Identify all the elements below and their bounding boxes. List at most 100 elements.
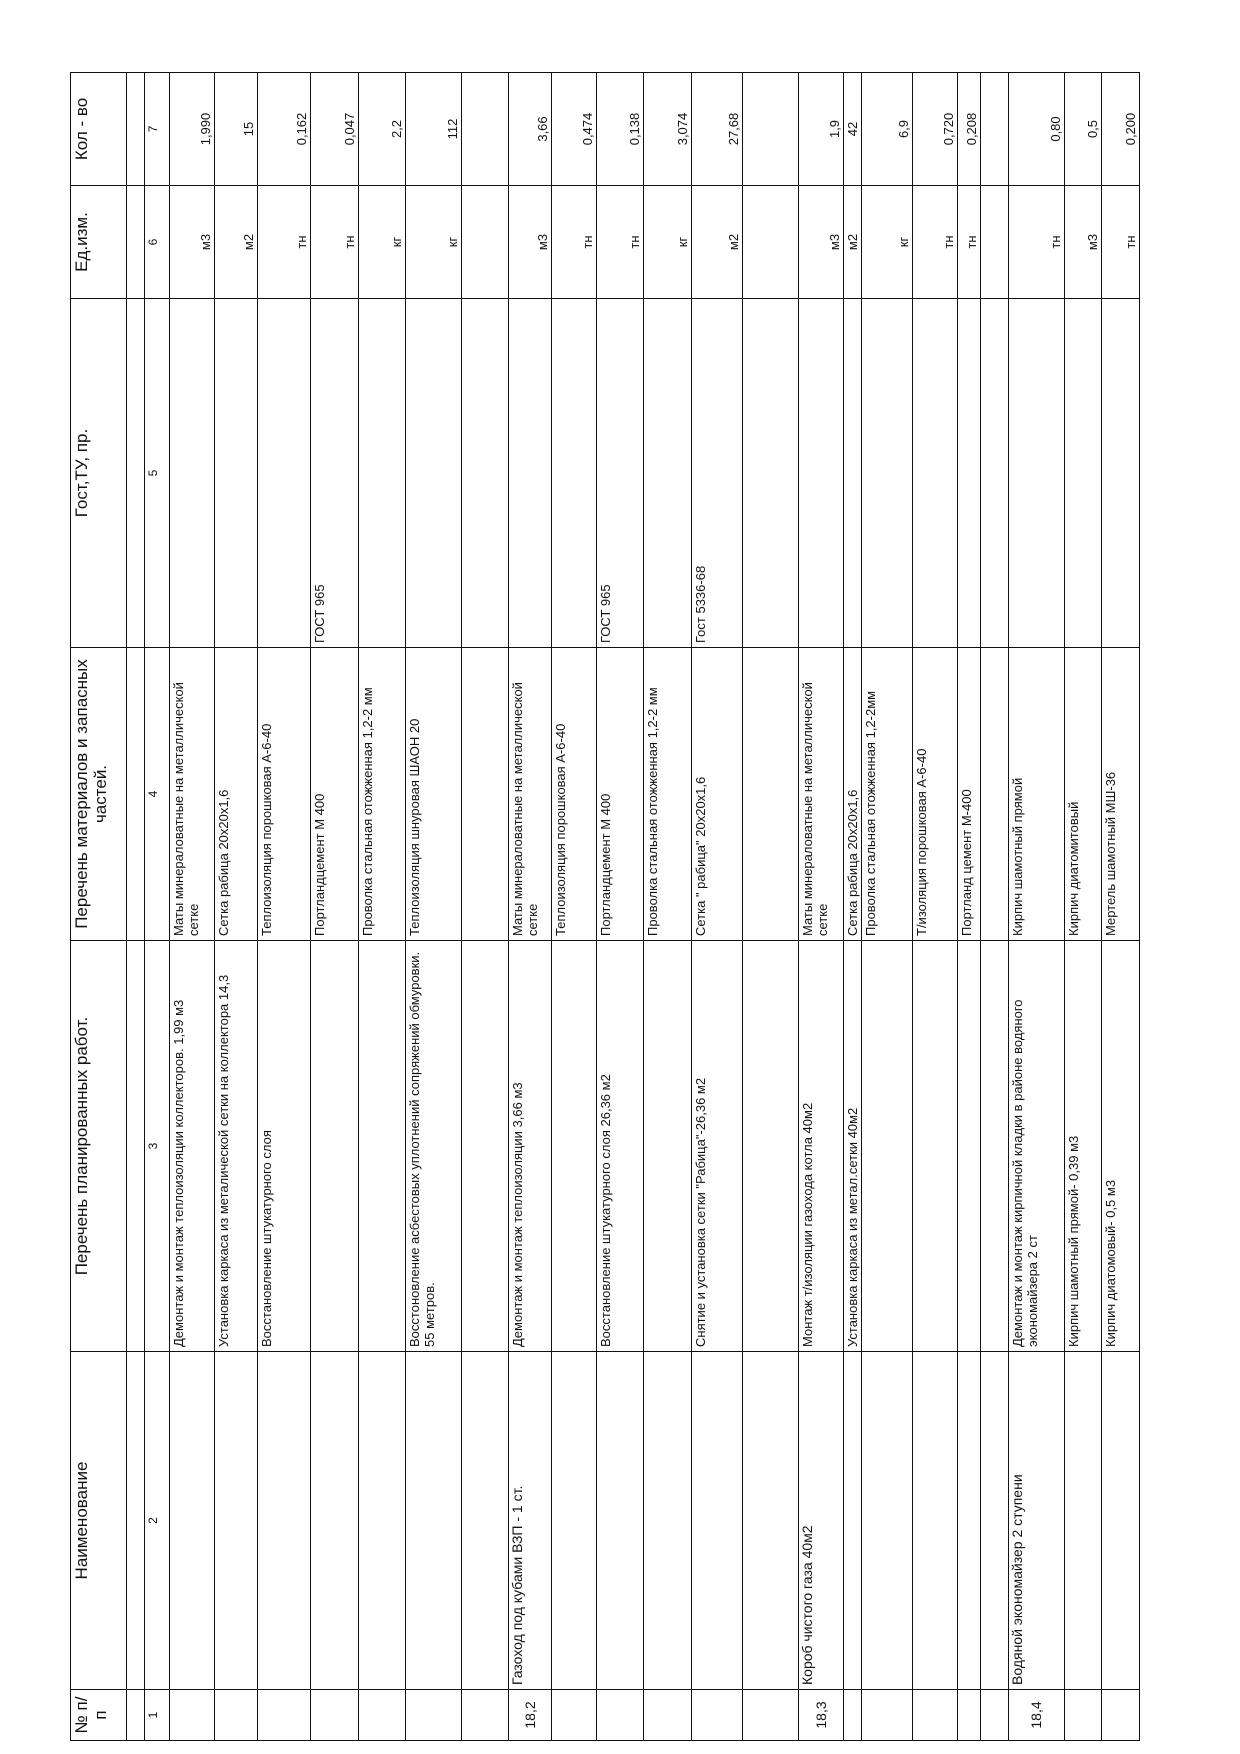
empty-cell: [912, 298, 958, 648]
table-row: Восстановление штукатурного слоя 26,36 м…: [596, 72, 644, 1741]
cell-qty: 0,138: [596, 72, 644, 186]
header-cell: Перечень планированных работ.: [70, 940, 127, 1352]
materials-table: № п/п Наименование Перечень планированных …: [70, 72, 1140, 1741]
cell-material: Сетка " рабица" 20х20х1,6: [691, 647, 743, 941]
header-cell: Наименование: [70, 1351, 127, 1690]
empty-cell: [461, 72, 509, 186]
cell-no: 18,3: [798, 1689, 844, 1741]
empty-cell: [310, 1689, 359, 1741]
cell-unit: кг: [405, 185, 462, 299]
empty-cell: [551, 1689, 597, 1741]
cell-qty: 1,9: [798, 72, 844, 186]
empty-cell: [980, 185, 1009, 299]
column-number: 5: [144, 298, 170, 648]
cell-unit: тн: [257, 185, 311, 299]
cell-work: Кирпич шамотный прямой- 0,39 м3: [1064, 940, 1102, 1352]
empty-cell: [1008, 298, 1065, 648]
cell-material: Теплоизоляция шнуровая ШАОН 20: [405, 647, 462, 941]
cell-unit: м3: [1064, 185, 1102, 299]
empty-cell: [405, 298, 462, 648]
cell-material: Кирпич диатомитовый: [1064, 647, 1102, 941]
empty-cell: [742, 1351, 799, 1690]
cell-material: Маты минераловатные на металлической сет…: [798, 647, 844, 941]
empty-cell: [861, 940, 913, 1352]
cell-material: Проволка стальная отожженная 1,2-2 мм: [358, 647, 406, 941]
empty-cell: [257, 298, 311, 648]
cell-qty: 0,047: [310, 72, 359, 186]
table-row: Т/изоляция порошковая А-6-40 тн 0,720: [912, 72, 958, 1741]
table-row: Снятие и установка сетки "Рабица"-26,36 …: [691, 72, 743, 1741]
column-number: 3: [144, 940, 170, 1352]
cell-material: Сетка рабица 20х20х1,6: [843, 647, 862, 941]
empty-cell: [957, 1689, 981, 1741]
cell-work: Демонтаж и монтаж теплоизоляции 3,66 м3: [508, 940, 552, 1352]
cell-material: Портландцемент М 400: [596, 647, 644, 941]
empty-cell: [461, 298, 509, 648]
table-row: Проволка стальная отожженная 1,2-2 мм кг 3…: [643, 72, 692, 1741]
cell-qty: 15: [214, 72, 258, 186]
table-row: Восстановление штукатурного слоя Теплоизо…: [257, 72, 311, 1741]
empty-cell: [257, 1689, 311, 1741]
table-row: Портланд цемент М-400 тн 0,208: [957, 72, 981, 1741]
cell-unit: м3: [169, 185, 215, 299]
table-row: [461, 72, 509, 1741]
cell-work: Установка каркаса из метал.сетки 40м2: [843, 940, 862, 1352]
cell-qty: 0,5: [1064, 72, 1102, 186]
cell-material: Портландцемент М 400: [310, 647, 359, 941]
empty-cell: [798, 298, 844, 648]
empty-cell: [405, 1351, 462, 1690]
empty-cell: [691, 1351, 743, 1690]
empty-cell: [310, 940, 359, 1352]
cell-material: Маты минераловатные на металлической сет…: [508, 647, 552, 941]
empty-cell: [461, 1689, 509, 1741]
cell-work: Восстановление штукатурного слоя 26,36 м…: [596, 940, 644, 1352]
table-row: [742, 72, 799, 1741]
cell-work: Демонтаж и монтаж теплоизоляции коллекто…: [169, 940, 215, 1352]
empty-cell: [742, 72, 799, 186]
cell-qty: 0,720: [912, 72, 958, 186]
cell-material: Сетка рабица 20х20х1,6: [214, 647, 258, 941]
cell-name: Газоход под кубами ВЗП - 1 ст.: [508, 1351, 552, 1690]
table-row: 18,3 Короб чистого газа 40м2 Монтаж т/изол…: [798, 72, 844, 1741]
cell-unit: м2: [214, 185, 258, 299]
header-cell: Кол - во: [70, 72, 127, 186]
empty-cell: [980, 940, 1009, 1352]
empty-cell: [126, 1689, 145, 1741]
empty-cell: [643, 298, 692, 648]
rotated-sheet: № п/п Наименование Перечень планированных …: [70, 72, 1140, 1741]
empty-cell: [126, 1351, 145, 1690]
cell-work: Монтаж т/изоляции газохода котла 40м2: [798, 940, 844, 1352]
empty-cell: [126, 647, 145, 941]
cell-standard: ГОСТ 965: [310, 298, 359, 648]
empty-cell: [912, 1351, 958, 1690]
empty-cell: [169, 298, 215, 648]
empty-cell: [461, 647, 509, 941]
cell-work: Восстановление штукатурного слоя: [257, 940, 311, 1352]
cell-unit: тн: [1008, 185, 1065, 299]
column-number: 7: [144, 72, 170, 186]
empty-cell: [980, 298, 1009, 648]
column-number: 1: [144, 1689, 170, 1741]
cell-unit: м3: [798, 185, 844, 299]
cell-qty: 1,990: [169, 72, 215, 186]
empty-cell: [126, 298, 145, 648]
cell-name: Водяной экономайзер 2 ступени: [1008, 1351, 1065, 1690]
table-row: Установка каркаса из метал.сетки 40м2 Сет…: [843, 72, 862, 1741]
table-row: Демонтаж и монтаж теплоизоляции коллекто…: [169, 72, 215, 1741]
empty-cell: [551, 1351, 597, 1690]
cell-qty: 0,80: [1008, 72, 1065, 186]
empty-cell: [980, 72, 1009, 186]
empty-cell: [551, 940, 597, 1352]
cell-qty: 3,66: [508, 72, 552, 186]
empty-cell: [169, 1689, 215, 1741]
empty-cell: [551, 298, 597, 648]
cell-unit: м2: [691, 185, 743, 299]
cell-material: Мертель шамотный МШ-36: [1101, 647, 1140, 941]
empty-cell: [861, 298, 913, 648]
table-row: Теплоизоляция порошковая А-6-40 тн 0,474: [551, 72, 597, 1741]
empty-cell: [358, 298, 406, 648]
table-row: Проволка стальная отожженная 1,2-2 мм кг 2…: [358, 72, 406, 1741]
empty-cell: [742, 1689, 799, 1741]
column-number: 6: [144, 185, 170, 299]
